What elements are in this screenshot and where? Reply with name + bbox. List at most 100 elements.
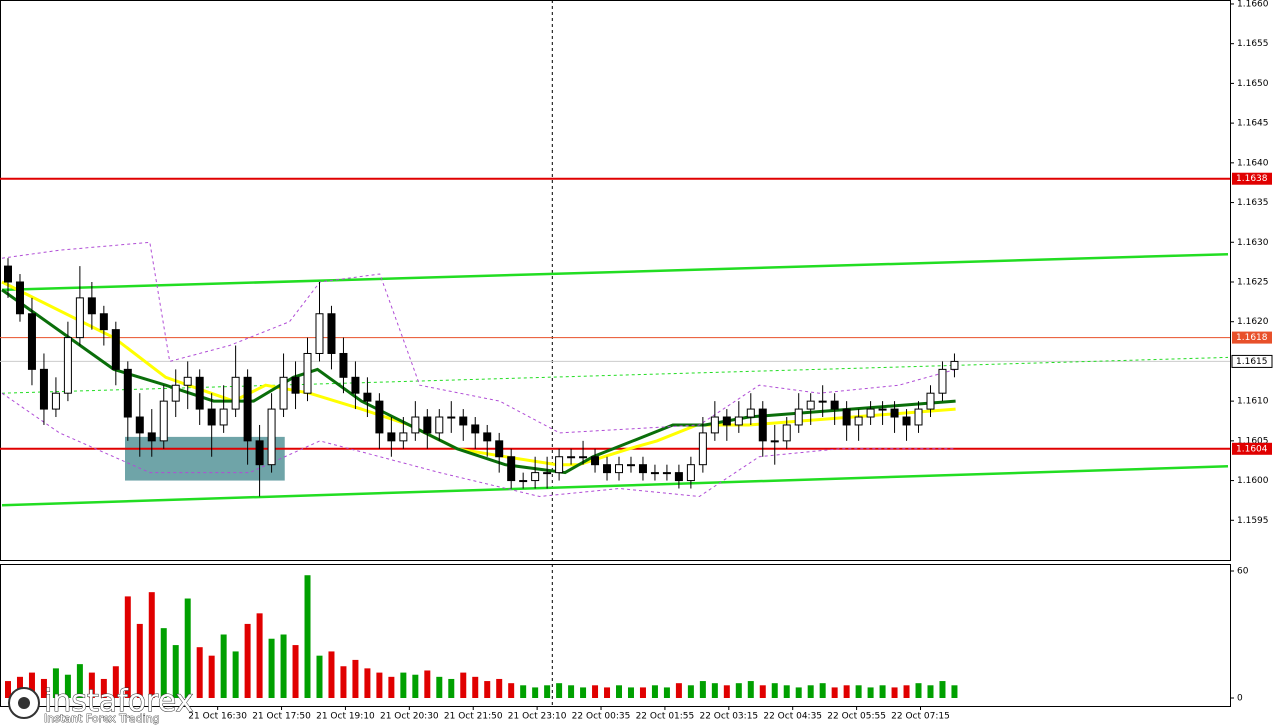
x-tick-label: 22 Oct 03:15 xyxy=(699,712,758,722)
volume-bar xyxy=(556,683,563,698)
volume-bar xyxy=(771,683,778,698)
y-tick-label: 1.1660 xyxy=(1237,0,1269,9)
volume-bar xyxy=(40,678,47,698)
x-tick-label: 22 Oct 07:15 xyxy=(891,712,950,722)
candle-body xyxy=(195,376,204,410)
candle-body xyxy=(746,408,755,418)
candle-body xyxy=(579,456,588,459)
y-tick-label: 1.1645 xyxy=(1237,119,1269,129)
indicator-line xyxy=(1,392,956,498)
volume-bar xyxy=(663,687,670,698)
logo-icon-core xyxy=(18,697,30,709)
y-tick-label: 1.1605 xyxy=(1237,436,1269,446)
candle-body xyxy=(15,281,24,315)
volume-bar xyxy=(951,685,958,698)
candle-body xyxy=(219,408,228,426)
volume-bar xyxy=(687,685,694,698)
candle-body xyxy=(87,297,96,315)
current-price-box xyxy=(1231,354,1273,368)
candle-body xyxy=(243,376,252,442)
volume-bar xyxy=(28,672,35,698)
candle-body xyxy=(507,456,516,482)
candle-body xyxy=(231,376,240,410)
volume-bar xyxy=(580,687,587,698)
indicator-line xyxy=(1,241,956,434)
level-label-box xyxy=(1232,331,1272,344)
candle-body xyxy=(483,432,492,442)
x-tick-label: 21 Oct 21:50 xyxy=(444,712,503,722)
y-tick-label: 1.1635 xyxy=(1237,198,1269,208)
volume-bar xyxy=(424,670,431,698)
candle-body xyxy=(555,456,564,474)
volume-bar xyxy=(292,645,299,698)
volume-bar xyxy=(460,672,467,698)
candle-body xyxy=(890,408,899,418)
candle-body xyxy=(722,416,731,426)
candle-body xyxy=(950,360,959,370)
volume-bar xyxy=(280,634,287,698)
candle-body xyxy=(99,313,108,331)
volume-bar xyxy=(52,668,59,698)
volume-bar xyxy=(100,678,107,698)
logo: instaforex Instant Forex Trading xyxy=(8,684,194,725)
candle-body xyxy=(710,416,719,434)
volume-bar xyxy=(879,685,886,698)
candle-body xyxy=(447,416,456,419)
level-label-box xyxy=(1232,442,1272,455)
candle-body xyxy=(159,400,168,442)
candle-body xyxy=(603,464,612,474)
y-tick-label: 1.1655 xyxy=(1237,39,1269,49)
candle-body xyxy=(495,440,504,458)
volume-bar xyxy=(795,687,802,698)
candle-body xyxy=(303,352,312,394)
volume-bar xyxy=(5,681,11,698)
volume-bar xyxy=(88,672,95,698)
candle-body xyxy=(363,392,372,402)
volume-bar xyxy=(316,655,323,698)
volume-bar xyxy=(436,676,443,698)
y-tick-label: 1.1640 xyxy=(1237,158,1269,168)
level-label: 1.1638 xyxy=(1236,174,1268,184)
volume-bar xyxy=(927,685,934,698)
candle-body xyxy=(63,337,72,394)
volume-bar xyxy=(328,651,335,698)
volume-bar xyxy=(592,685,599,698)
candle-body xyxy=(519,480,528,483)
candle-body xyxy=(459,416,468,426)
candle-body xyxy=(650,472,659,475)
volume-bar xyxy=(472,676,479,698)
volume-bar xyxy=(843,685,850,698)
volume-bar xyxy=(112,666,119,698)
volume-tick-label: 60 xyxy=(1237,567,1249,577)
volume-bar xyxy=(400,672,407,698)
candle-body xyxy=(147,432,156,442)
volume-bar xyxy=(196,647,203,698)
level-label-box xyxy=(1232,172,1272,185)
candle-body xyxy=(567,456,576,459)
candle-body xyxy=(686,464,695,482)
volume-bar xyxy=(496,678,503,698)
volume-bar xyxy=(639,687,646,698)
volume-tick-label: 0 xyxy=(1237,694,1243,704)
candle-body xyxy=(878,408,887,411)
volume-bar xyxy=(172,645,179,698)
candle-body xyxy=(734,416,743,426)
volume-bar xyxy=(508,683,515,698)
indicator-line xyxy=(1,288,956,475)
x-tick-label: 22 Oct 00:35 xyxy=(572,712,631,722)
volume-bar xyxy=(903,685,910,698)
candle-body xyxy=(207,408,216,426)
volume-bar xyxy=(340,666,347,698)
x-tick-label: 21 Oct 17:50 xyxy=(252,712,311,722)
candle-body xyxy=(291,376,300,394)
level-label: 1.1604 xyxy=(1236,444,1268,454)
y-tick-label: 1.1600 xyxy=(1237,476,1269,486)
volume-bar xyxy=(352,659,359,698)
candle-body xyxy=(27,313,36,370)
volume-bar xyxy=(891,687,898,698)
candle-body xyxy=(543,472,552,475)
volume-bar xyxy=(939,681,946,698)
indicator-line xyxy=(1,356,1229,394)
volume-bar xyxy=(544,685,551,698)
y-tick-label: 1.1610 xyxy=(1237,397,1269,407)
